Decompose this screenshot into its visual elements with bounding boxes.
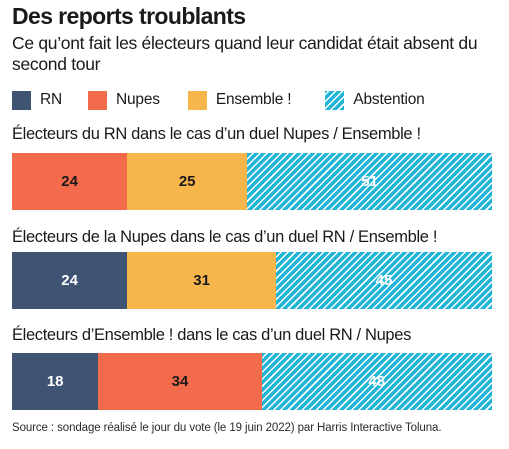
data-label-abstention: 48 [368,373,386,390]
chart-subtitle: Ce qu’ont fait les électeurs quand leur … [12,33,478,74]
bar-nupes-voters: 24 31 45 [12,252,492,309]
group-label-nupes-voters: Électeurs de la Nupes dans le cas d’un d… [12,228,438,246]
bar-segment-ensemble: 31 [127,252,276,309]
group-label-ensemble-voters: Électeurs d’Ensemble ! dans le cas d’un … [12,326,411,344]
legend-label-ensemble: Ensemble ! [215,91,292,108]
legend-item-rn: RN [12,90,62,110]
chart-title: Des reports troublants [12,3,246,29]
bar-segment-abstention: 51 [247,153,492,210]
legend-item-ensemble: Ensemble ! [187,90,292,110]
data-label-nupes: 24 [61,173,78,190]
bar-segment-rn: 24 [12,252,128,309]
legend-item-abstention: Abstention [325,90,425,110]
bar-segment-ensemble: 25 [127,153,248,210]
data-label-ensemble: 25 [178,173,196,190]
legend: RN Nupes Ensemble ! Abstention [12,90,447,110]
bar-segment-nupes: 24 [12,153,128,210]
source-note: Source : sondage réalisé le jour du vote… [12,422,442,434]
data-label-ensemble: 31 [193,272,210,289]
data-label-abstention: 45 [375,272,393,289]
bar-rn-voters: 24 25 51 [12,153,492,210]
bar-segment-rn: 18 [12,353,99,410]
data-label-rn: 18 [46,373,64,390]
legend-label-nupes: Nupes [116,91,160,108]
legend-swatch-abstention [325,90,345,110]
legend-swatch-rn [12,90,31,110]
legend-swatch-nupes [88,90,107,110]
bar-segment-abstention: 48 [261,353,492,410]
bar-ensemble-voters: 18 34 48 [12,353,492,410]
group-label-rn-voters: Électeurs du RN dans le cas d’un duel Nu… [12,125,421,143]
bar-segment-nupes: 34 [98,353,262,410]
legend-label-abstention: Abstention [353,91,425,108]
legend-item-nupes: Nupes [88,90,160,110]
data-label-nupes: 34 [171,373,189,390]
bar-segment-abstention: 45 [275,252,492,309]
data-label-rn: 24 [61,272,78,289]
legend-swatch-ensemble [187,90,207,110]
data-label-abstention: 51 [361,173,378,190]
legend-label-rn: RN [40,91,62,108]
